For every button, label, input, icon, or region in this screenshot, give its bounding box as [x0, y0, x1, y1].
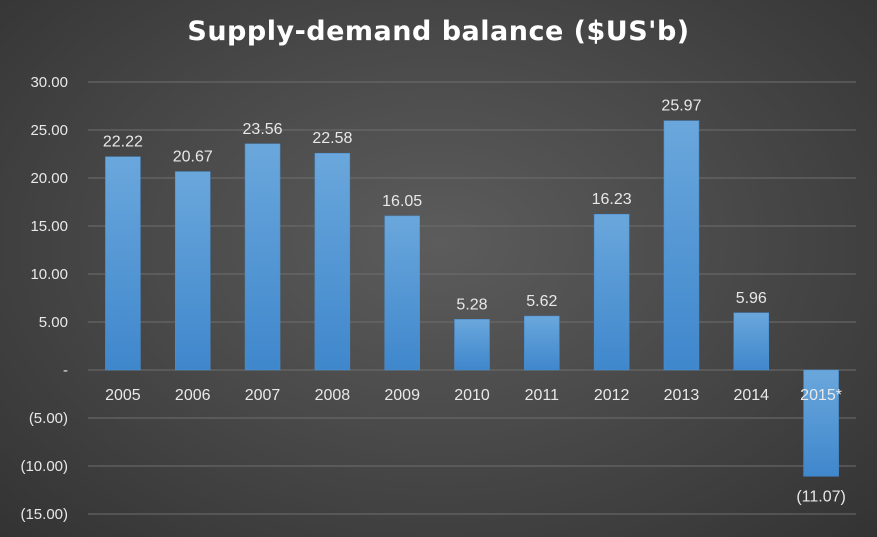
y-tick-label: (10.00) — [20, 458, 68, 475]
data-label: 22.22 — [103, 134, 143, 151]
x-category-label: 2007 — [245, 387, 281, 404]
data-labels: 22.22 20.67 23.56 22.58 16.05 5.28 5.62 16.23 25… — [103, 98, 846, 506]
data-label: 25.97 — [661, 98, 701, 115]
bar-2009 — [384, 215, 420, 371]
bar-2008 — [314, 152, 351, 371]
y-tick-label: 5.00 — [39, 314, 68, 331]
data-label: 5.96 — [736, 290, 767, 307]
data-label: 5.28 — [456, 296, 487, 313]
y-tick-label: 15.00 — [30, 218, 68, 235]
data-label: 16.05 — [382, 193, 422, 210]
y-tick-label: 20.00 — [30, 170, 68, 187]
bars — [105, 120, 839, 477]
bar-2005 — [105, 156, 141, 371]
chart-title: Supply-demand balance ($US'b) — [187, 16, 690, 47]
x-category-label: 2008 — [315, 387, 351, 404]
x-category-label: 2014 — [733, 387, 769, 404]
data-label: 22.58 — [312, 130, 352, 147]
x-category-label: 2009 — [384, 387, 420, 404]
y-tick-label: (15.00) — [20, 506, 68, 523]
x-category-label: 2005 — [105, 387, 141, 404]
x-category-label: 2012 — [594, 387, 630, 404]
data-label: 5.62 — [526, 293, 557, 310]
bar-2012 — [593, 213, 630, 371]
y-tick-label: 10.00 — [30, 266, 68, 283]
x-category-label: 2011 — [525, 387, 560, 404]
bar-2010 — [454, 319, 490, 371]
y-tick-label: 30.00 — [30, 74, 68, 91]
x-category-label: 2010 — [454, 387, 490, 404]
bar-2014 — [733, 312, 770, 371]
y-tick-label: (5.00) — [29, 410, 68, 427]
x-category-label: 2013 — [664, 387, 700, 404]
bar-2011 — [524, 315, 560, 371]
data-label: 16.23 — [592, 191, 632, 208]
x-category-label: 2006 — [175, 387, 211, 404]
x-category-label: 2015* — [800, 387, 842, 404]
bar-2007 — [244, 143, 281, 371]
y-tick-label: - — [63, 362, 68, 379]
y-axis-tick-labels: 30.00 25.00 20.00 15.00 10.00 5.00 - (5.00) (10.… — [20, 74, 68, 523]
bar-2006 — [174, 171, 211, 371]
data-label: 23.56 — [243, 121, 283, 138]
bar-2015 — [803, 369, 839, 477]
data-label: (11.07) — [796, 488, 846, 505]
data-label: 20.67 — [173, 149, 213, 166]
y-tick-label: 25.00 — [30, 122, 68, 139]
bar-2013 — [663, 120, 700, 371]
x-axis-category-labels: 2005 2006 2007 2008 2009 2010 2011 2012 2013 2014… — [105, 387, 842, 404]
